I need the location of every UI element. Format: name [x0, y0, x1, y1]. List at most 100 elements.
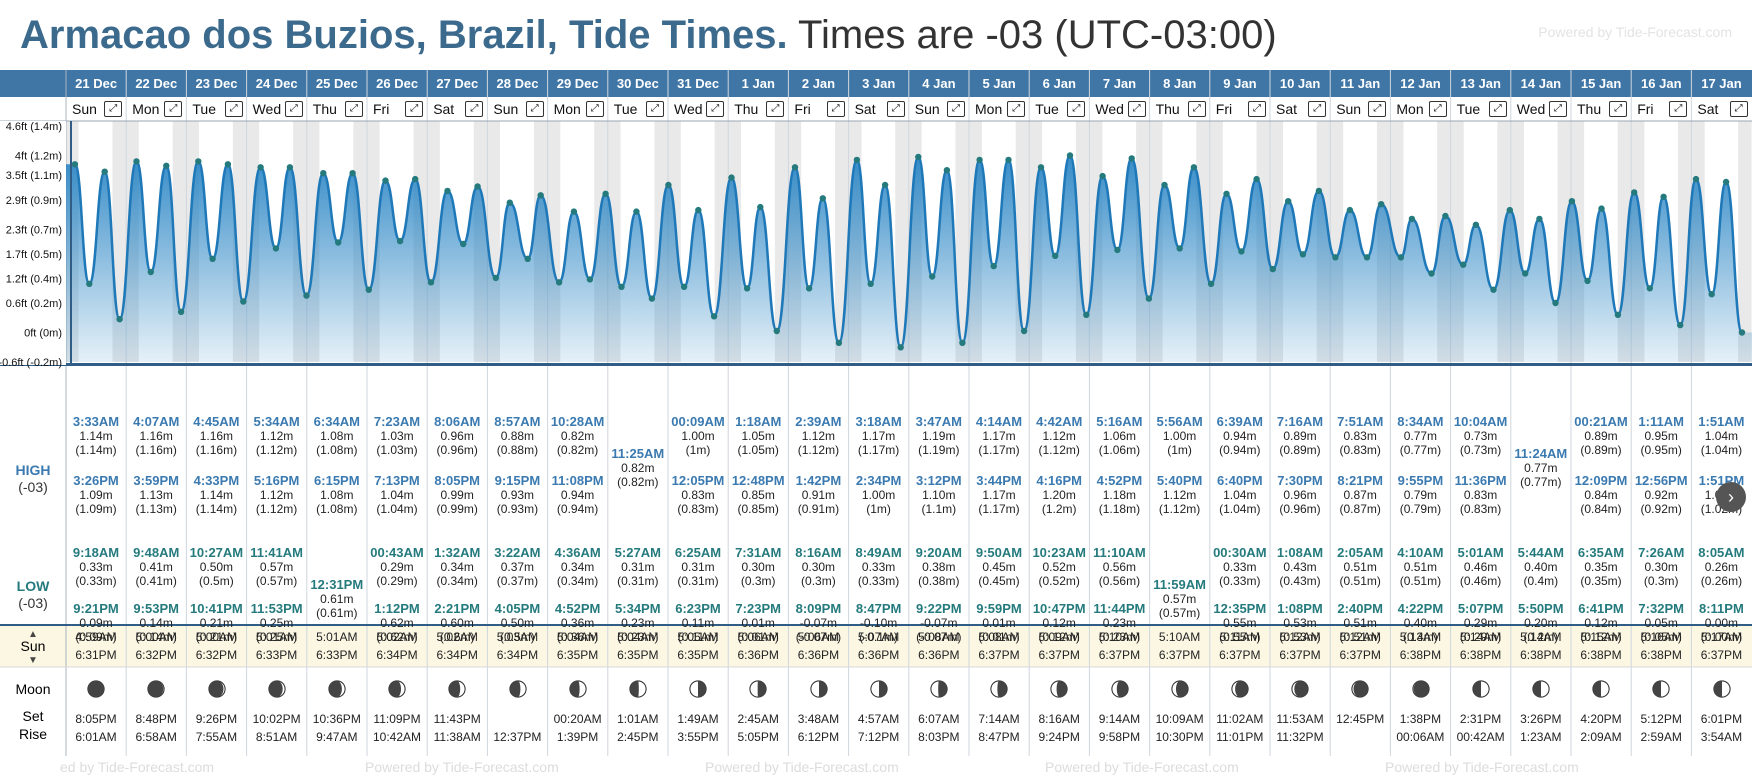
tide-time: 9:59PM: [976, 601, 1022, 616]
tide-height-alt: (0.82m): [556, 443, 599, 457]
moon-phase-icon: [1110, 680, 1129, 698]
tide-height-alt: (0.35m): [1580, 574, 1622, 588]
expand-icon[interactable]: ⤢: [164, 101, 183, 117]
tide-time: 3:18AM: [855, 414, 902, 429]
sunset-time: 6:35PM: [617, 648, 659, 662]
high-tide-point: [915, 153, 922, 161]
tide-time: 3:12PM: [916, 473, 962, 488]
low-tide-point: [1614, 311, 1622, 318]
expand-icon[interactable]: ⤢: [465, 101, 484, 117]
moon-phase-icon: [388, 680, 406, 698]
tide-time: 11:44PM: [1093, 601, 1146, 616]
expand-icon[interactable]: ⤢: [1609, 101, 1628, 117]
low-tide-point: [303, 292, 310, 299]
date-header: 13 Jan: [1460, 76, 1501, 91]
expand-icon[interactable]: ⤢: [1067, 101, 1086, 117]
expand-icon[interactable]: ⤢: [1488, 101, 1507, 117]
expand-icon[interactable]: ⤢: [1308, 101, 1327, 117]
tide-time: 1:32AM: [434, 545, 481, 560]
tide-time: 9:18AM: [72, 545, 120, 560]
expand-icon[interactable]: ⤢: [104, 101, 123, 117]
moon-phase-icon: [990, 680, 1008, 698]
expand-icon[interactable]: ⤢: [826, 101, 845, 117]
high-tide-point: [633, 208, 640, 215]
day-header: Thu ⤢: [728, 100, 788, 118]
expand-icon[interactable]: ⤢: [1187, 101, 1206, 117]
date-header: 4 Jan: [922, 76, 956, 91]
expand-icon[interactable]: ⤢: [766, 101, 785, 117]
moonrise-time: 3:55PM: [677, 730, 719, 744]
tide-height-alt: (1.12m): [255, 502, 298, 516]
expand-icon[interactable]: ⤢: [1729, 101, 1748, 117]
days-row: Sun ⤢ Mon ⤢ Tue ⤢ Wed ⤢ Thu ⤢ Fri ⤢ Sat ⤢ Sun ⤢ Mon ⤢ Tue ⤢…: [0, 97, 1752, 121]
tide-height-alt: (0.53m): [1279, 630, 1321, 644]
low-tide-point: [555, 279, 563, 286]
tide-height-alt: (0.01m): [978, 630, 1020, 644]
low-tide-cell: 8:16AM 0.30m (0.3m): [788, 545, 848, 588]
tide-height-alt: (0.31m): [677, 574, 719, 588]
day-header: Thu ⤢: [307, 100, 367, 118]
tide-height: -0.07m: [920, 616, 958, 630]
expand-icon[interactable]: ⤢: [1368, 101, 1387, 117]
tide-time: 11:24AM: [1514, 446, 1568, 461]
high-tide-cell: 7:51AM 0.83m (0.83m): [1330, 414, 1390, 457]
day-header: Fri ⤢: [1631, 100, 1691, 118]
sunrise-time: 5:00AM: [135, 630, 177, 644]
expand-icon[interactable]: ⤢: [344, 101, 363, 117]
tide-height-alt: (0.79m): [1399, 502, 1442, 516]
day-name: Mon: [975, 101, 1003, 117]
moonset-time: 10:09AM: [1155, 712, 1204, 726]
scroll-right-button[interactable]: ›: [1716, 482, 1746, 512]
tide-height: 0.12m: [1042, 616, 1076, 630]
moonset-time: 1:38PM: [1399, 712, 1442, 726]
day-name: Sat: [1697, 101, 1719, 117]
expand-icon[interactable]: ⤢: [1127, 101, 1146, 117]
tide-time: 8:34AM: [1397, 414, 1444, 429]
expand-icon[interactable]: ⤢: [405, 101, 424, 117]
expand-icon[interactable]: ⤢: [1548, 101, 1567, 117]
low-tide-point: [743, 285, 751, 292]
low-tide-cell: 00:30AM 0.33m (0.33m): [1210, 545, 1270, 588]
expand-icon[interactable]: ⤢: [706, 101, 725, 117]
tide-time: 9:48AM: [133, 545, 180, 560]
sunrise-time: 5:14AM: [1459, 630, 1502, 644]
tide-height: 0.93m: [500, 488, 535, 502]
moon-row-label: Moon: [15, 681, 51, 697]
expand-icon[interactable]: ⤢: [224, 101, 243, 117]
day-name: Sat: [433, 101, 455, 117]
tide-height: 0.30m: [1644, 560, 1678, 574]
expand-icon[interactable]: ⤢: [645, 101, 664, 117]
day-header: Sat ⤢: [1270, 100, 1330, 118]
tide-height: 0.51m: [1403, 560, 1438, 574]
high-tide-point: [881, 181, 889, 189]
sunset-time: 6:37PM: [1700, 648, 1743, 662]
tide-height: 0.89m: [1283, 429, 1317, 443]
expand-icon[interactable]: ⤢: [525, 101, 544, 117]
tide-time: 4:05PM: [494, 601, 541, 616]
expand-icon[interactable]: ⤢: [585, 101, 604, 117]
expand-icon[interactable]: ⤢: [284, 101, 303, 117]
expand-icon[interactable]: ⤢: [1669, 101, 1688, 117]
high-tide-point: [1536, 215, 1543, 223]
expand-icon[interactable]: ⤢: [1007, 101, 1026, 117]
high-tide-cell: 8:21PM 0.87m (0.87m): [1330, 473, 1390, 516]
day-header: Fri ⤢: [367, 100, 427, 118]
expand-icon[interactable]: ⤢: [886, 101, 905, 117]
high-tide-point: [286, 164, 294, 171]
tide-time: 3:44PM: [976, 473, 1022, 488]
expand-icon[interactable]: ⤢: [1428, 101, 1447, 117]
high-tide-point: [257, 164, 264, 171]
high-tide-point: [101, 168, 108, 175]
tide-height: 1.09m: [79, 488, 113, 502]
day-header: Sat ⤢: [1691, 100, 1751, 118]
page-title-timezone: Times are -03 (UTC-03:00): [798, 13, 1277, 57]
expand-icon[interactable]: ⤢: [946, 101, 965, 117]
expand-icon[interactable]: ⤢: [1247, 101, 1266, 117]
high-tide-point: [757, 203, 764, 211]
day-name: Sun: [1336, 101, 1362, 117]
moonset-time: 9:14AM: [1098, 712, 1141, 726]
sunset-time: 6:35PM: [677, 648, 719, 662]
high-tide-point: [444, 187, 451, 195]
day-header: Wed ⤢: [668, 100, 728, 118]
tide-height: 1.14m: [79, 429, 113, 443]
